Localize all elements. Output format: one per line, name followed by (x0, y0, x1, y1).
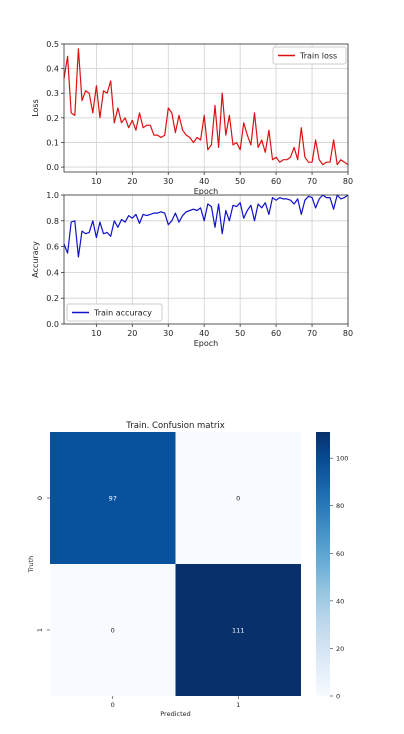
plot-frame (63, 43, 349, 173)
legend-label: Train accuracy (93, 309, 152, 318)
x-tick-label: 30 (163, 177, 173, 186)
accuracy-chart: 10 20 30 40 50 60 70 80 0.0 0.2 0.4 0.6 0.8 1.0 Epoch A… (31, 191, 353, 348)
x-tick-label: 50 (235, 329, 245, 338)
x-tick-label: 10 (91, 177, 101, 186)
y-tick-label: 1 (36, 628, 44, 632)
legend-label: Train loss (299, 52, 337, 61)
colorbar-tick-label: 20 (336, 645, 344, 653)
cell-value: 111 (232, 627, 244, 635)
x-axis-label: Predicted (160, 710, 191, 718)
colorbar (316, 432, 330, 696)
colorbar-tick-label: 60 (336, 550, 344, 558)
y-axis-label: Accuracy (31, 241, 40, 278)
y-axis-label: Loss (31, 99, 40, 117)
y-axis-label: Truth (27, 556, 35, 573)
legend: Train accuracy (66, 303, 163, 322)
cell-value: 0 (111, 627, 115, 635)
x-tick-label: 70 (307, 177, 317, 186)
x-tick-label: 20 (127, 329, 137, 338)
y-tick-label: 1.0 (46, 191, 59, 200)
y-tick-label: 0.8 (46, 217, 59, 226)
heatmap-cell (175, 432, 301, 564)
x-tick-label: 0 (111, 701, 115, 709)
colorbar-tick-label: 100 (336, 455, 348, 463)
y-tick-label: 0.3 (46, 89, 59, 98)
cell-value: 0 (236, 495, 240, 503)
heatmap-cell (50, 564, 176, 696)
x-tick-label: 60 (271, 177, 281, 186)
x-tick-label: 40 (199, 177, 209, 186)
y-tick-label: 0.2 (46, 294, 59, 303)
plot-area (64, 195, 348, 324)
x-tick-label: 1 (236, 701, 240, 709)
loss-chart: 10 20 30 40 50 60 70 80 0.0 0.1 0.2 0.3 0.4 0.5 Epoch L… (31, 40, 353, 196)
colorbar-tick-label: 40 (336, 597, 344, 605)
colorbar-tick-label: 80 (336, 502, 344, 510)
y-tick-label: 0.4 (46, 268, 59, 277)
heatmap-title: Train. Confusion matrix (125, 421, 225, 431)
heatmap-cell (50, 432, 176, 564)
x-tick-label: 70 (307, 329, 317, 338)
x-tick-label: 60 (271, 329, 281, 338)
y-tick-label: 0.6 (46, 243, 59, 252)
x-tick-label: 50 (235, 177, 245, 186)
x-tick-label: 80 (343, 177, 353, 186)
series-line (63, 194, 349, 258)
x-tick-label: 80 (343, 329, 353, 338)
x-tick-label: 30 (163, 329, 173, 338)
cell-value: 97 (109, 495, 117, 503)
legend-box (272, 46, 347, 65)
confusion-matrix: Train. Confusion matrix 97 0 0 111 0 1 0 1 Predic… (27, 421, 348, 718)
colorbar-tick-label: 0 (336, 693, 340, 701)
y-tick-label: 0.5 (46, 40, 59, 49)
y-tick-label: 0 (36, 496, 44, 500)
y-tick-label: 0.1 (46, 138, 59, 147)
y-tick-label: 0.4 (46, 65, 59, 74)
heatmap-cell (175, 564, 301, 696)
legend-box (66, 303, 163, 322)
x-axis-label: Epoch (194, 339, 219, 348)
x-tick-label: 10 (91, 329, 101, 338)
legend: Train loss (272, 46, 347, 65)
y-tick-label: 0.0 (46, 320, 59, 329)
x-tick-label: 20 (127, 177, 137, 186)
y-tick-label: 0.2 (46, 114, 59, 123)
y-tick-label: 0.0 (46, 163, 59, 172)
series-line (63, 48, 349, 166)
x-tick-label: 40 (199, 329, 209, 338)
plot-area (64, 44, 348, 172)
plot-frame (63, 194, 349, 325)
x-axis-label: Epoch (194, 187, 219, 196)
